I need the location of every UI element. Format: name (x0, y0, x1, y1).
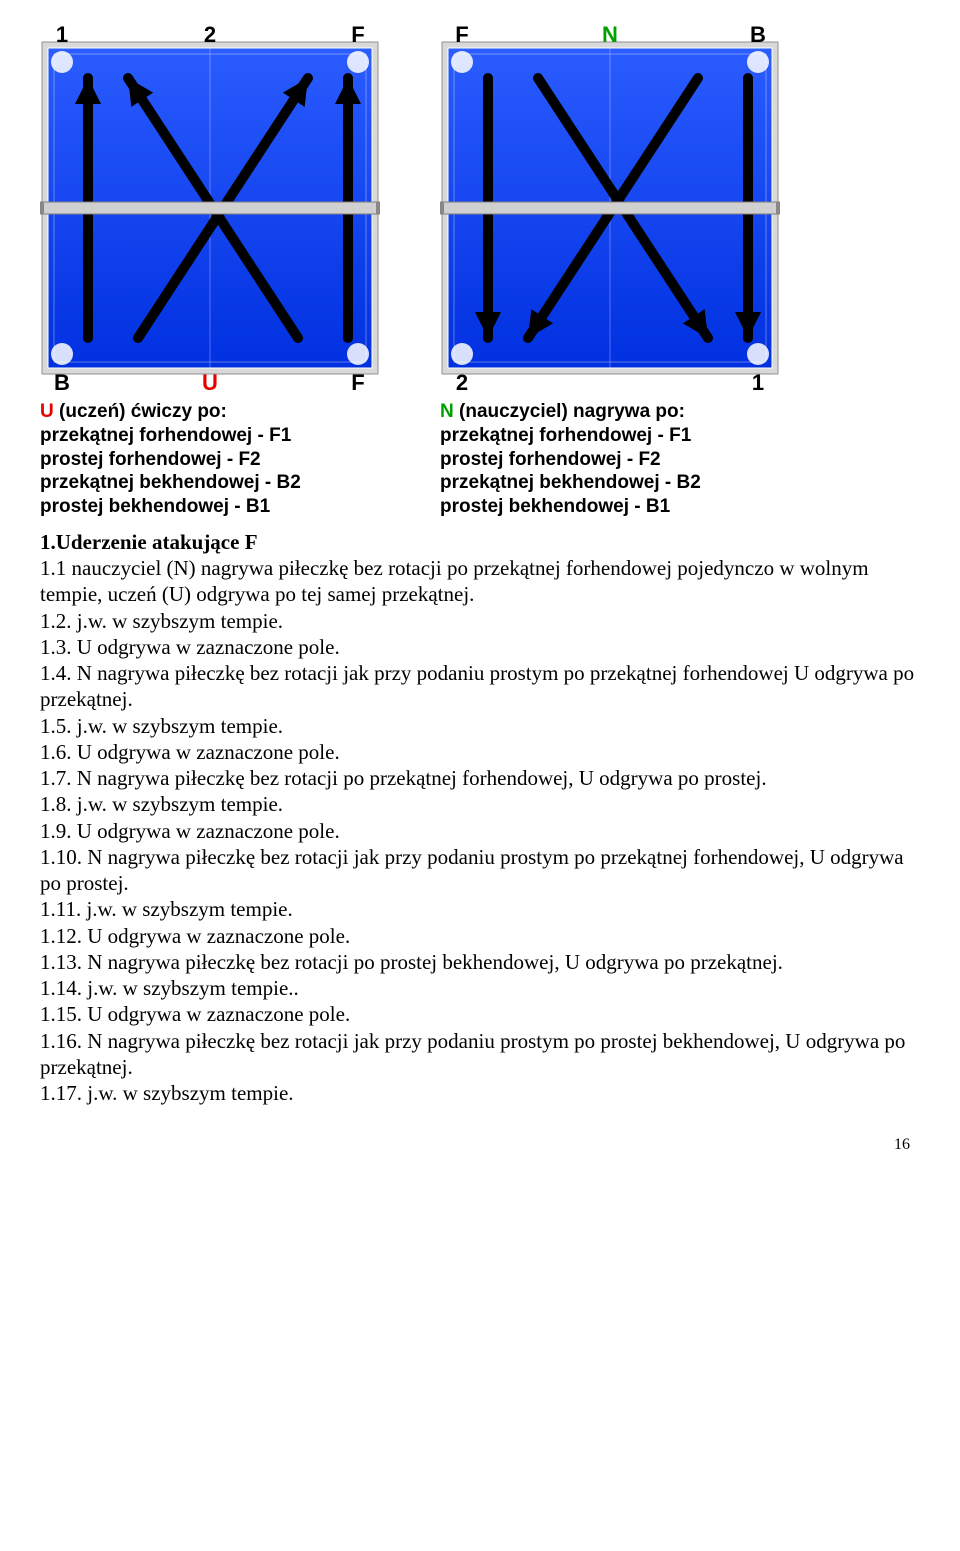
legend-line: prostej forhendowej - F2 (440, 448, 780, 472)
diagram-right-svg: F N B 2 1 (440, 24, 780, 394)
legend-right-lead-rest: (nauczyciel) nagrywa po: (454, 401, 685, 422)
svg-text:1: 1 (752, 370, 764, 394)
svg-text:F: F (351, 370, 364, 394)
svg-text:2: 2 (204, 24, 216, 47)
svg-text:N: N (602, 24, 618, 47)
diagram-left-svg: 1 2 F B U F (40, 24, 380, 394)
body-line: 1.5. j.w. w szybszym tempie. (40, 713, 920, 739)
body-line: 1.12. U odgrywa w zaznaczone pole. (40, 923, 920, 949)
body-line: 1.3. U odgrywa w zaznaczone pole. (40, 634, 920, 660)
legend-left: U (uczeń) ćwiczy po: przekątnej forhendo… (40, 400, 380, 519)
legend-right-lead: N (440, 401, 454, 422)
diagram-right-block: F N B 2 1 N (nauczyciel) nagrywa po: przekąt… (440, 24, 780, 519)
body-line: 1.10. N nagrywa piłeczkę bez rotacji jak… (40, 844, 920, 897)
section-heading: 1.Uderzenie atakujące F (40, 529, 920, 555)
svg-text:F: F (351, 24, 364, 47)
legend-line: przekątnej forhendowej - F1 (40, 424, 380, 448)
page-number: 16 (40, 1136, 910, 1154)
body-line: 1.4. N nagrywa piłeczkę bez rotacji jak … (40, 660, 920, 713)
svg-text:U: U (202, 370, 218, 394)
body-line: 1.6. U odgrywa w zaznaczone pole. (40, 739, 920, 765)
body-line: 1.2. j.w. w szybszym tempie. (40, 608, 920, 634)
body-line: 1.9. U odgrywa w zaznaczone pole. (40, 818, 920, 844)
body-line: 1.7. N nagrywa piłeczkę bez rotacji po p… (40, 765, 920, 791)
legend-line: przekątnej bekhendowej - B2 (40, 471, 380, 495)
legend-line: prostej bekhendowej - B1 (440, 495, 780, 519)
body-line: 1.13. N nagrywa piłeczkę bez rotacji po … (40, 949, 920, 975)
body-line: 1.17. j.w. w szybszym tempie. (40, 1080, 920, 1106)
svg-text:B: B (54, 370, 70, 394)
body-text: 1.Uderzenie atakujące F 1.1 nauczyciel (… (40, 529, 920, 1107)
legend-right: N (nauczyciel) nagrywa po: przekątnej fo… (440, 400, 780, 519)
legend-line: prostej forhendowej - F2 (40, 448, 380, 472)
legend-left-lead: U (40, 401, 54, 422)
body-line: 1.1 nauczyciel (N) nagrywa piłeczkę bez … (40, 555, 920, 608)
diagram-left-block: 12FBUF U (uczeń) ćwiczy po: przekątnej f… (40, 24, 380, 519)
body-line: 1.11. j.w. w szybszym tempie. (40, 896, 920, 922)
body-line: 1.16. N nagrywa piłeczkę bez rotacji jak… (40, 1028, 920, 1081)
svg-text:1: 1 (56, 24, 68, 47)
svg-text:F: F (455, 24, 468, 47)
svg-text:B: B (750, 24, 766, 47)
legend-left-lead-rest: (uczeń) ćwiczy po: (54, 401, 227, 422)
diagrams-row: 12FBUF U (uczeń) ćwiczy po: przekątnej f… (40, 24, 920, 519)
legend-line: przekątnej bekhendowej - B2 (440, 471, 780, 495)
svg-text:2: 2 (456, 370, 468, 394)
body-line: 1.15. U odgrywa w zaznaczone pole. (40, 1001, 920, 1027)
body-line: 1.8. j.w. w szybszym tempie. (40, 791, 920, 817)
legend-line: przekątnej forhendowej - F1 (440, 424, 780, 448)
body-line: 1.14. j.w. w szybszym tempie.. (40, 975, 920, 1001)
legend-line: prostej bekhendowej - B1 (40, 495, 380, 519)
